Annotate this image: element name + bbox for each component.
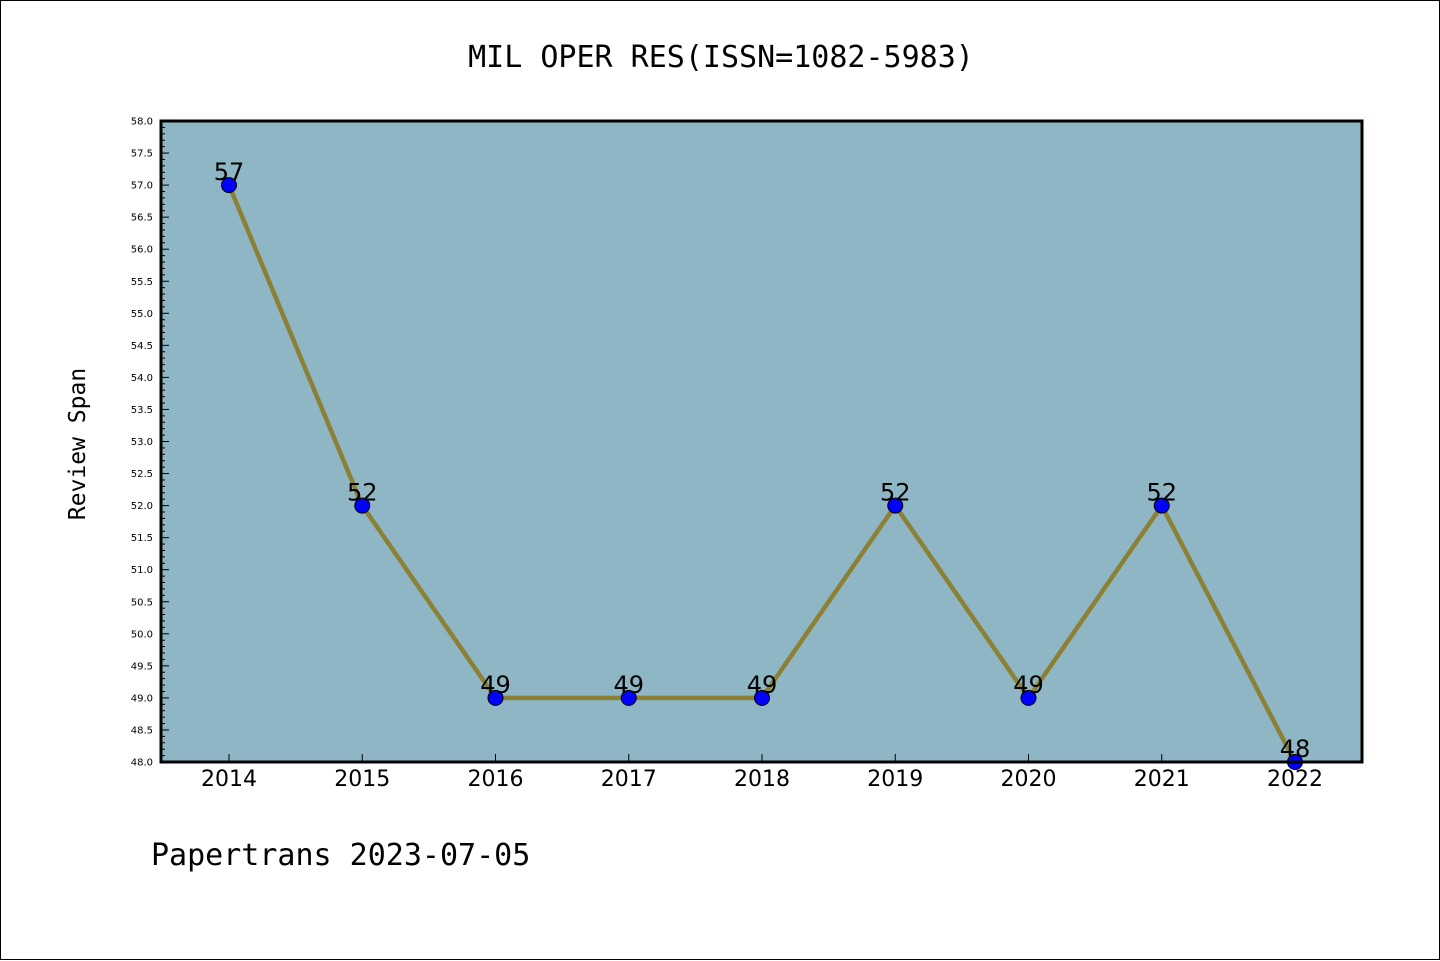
y-tick-label: 53.5 <box>131 405 153 416</box>
y-tick-label: 54.5 <box>131 341 153 352</box>
y-tick-label: 58.0 <box>131 117 153 128</box>
x-tick-label: 2021 <box>1134 767 1190 792</box>
data-label: 52 <box>880 479 911 507</box>
y-tick-label: 55.5 <box>131 277 153 288</box>
y-tick-label: 57.5 <box>131 149 153 160</box>
y-tick-label: 49.5 <box>131 661 153 672</box>
y-tick-label: 52.0 <box>131 501 153 512</box>
y-tick-label: 57.0 <box>131 181 153 192</box>
data-point <box>887 497 904 514</box>
x-tick-label: 2019 <box>867 767 923 792</box>
data-label: 52 <box>347 479 378 507</box>
y-tick-label: 48.0 <box>131 758 153 769</box>
x-tick-label: 2016 <box>468 767 524 792</box>
data-labels: 57 52 49 49 49 52 49 52 48 <box>214 158 1311 763</box>
x-tick-label: 2014 <box>201 767 257 792</box>
y-tick-label: 56.5 <box>131 213 153 224</box>
y-tick-label: 54.0 <box>131 373 153 384</box>
y-axis-label: Review Span <box>65 368 91 520</box>
x-tick-label: 2022 <box>1267 767 1323 792</box>
y-tick-label: 51.0 <box>131 565 153 576</box>
data-label: 52 <box>1146 479 1177 507</box>
y-tick-label: 56.0 <box>131 245 153 256</box>
x-tick-label: 2015 <box>334 767 390 792</box>
plot-border <box>159 119 1364 764</box>
data-label: 49 <box>613 671 644 699</box>
data-point <box>620 689 637 706</box>
y-tick-label: 50.5 <box>131 597 153 608</box>
y-axis: 48.0 48.5 49.0 49.5 50.0 50.5 51.0 51.5 52.0 52.5… <box>131 117 169 769</box>
footer-text: Papertrans 2023-07-05 <box>151 838 530 873</box>
data-label: 49 <box>747 671 778 699</box>
data-label: 48 <box>1280 735 1311 763</box>
data-point <box>221 177 237 194</box>
y-tick-label: 48.5 <box>131 725 153 736</box>
x-tick-label: 2020 <box>1001 767 1057 792</box>
data-label: 57 <box>214 158 245 186</box>
data-point <box>754 689 770 706</box>
data-point <box>1153 497 1170 514</box>
plot-area <box>161 121 1362 762</box>
data-point <box>1020 689 1037 706</box>
data-label: 49 <box>480 671 511 699</box>
x-tick-label: 2018 <box>734 767 790 792</box>
y-tick-label: 52.5 <box>131 469 153 480</box>
data-point <box>354 497 371 514</box>
data-label: 49 <box>1013 671 1044 699</box>
x-tick-label: 2017 <box>601 767 657 792</box>
y-tick-label: 49.0 <box>131 693 153 704</box>
y-tick-label: 53.0 <box>131 437 153 448</box>
y-tick-label: 51.5 <box>131 533 153 544</box>
chart-title: MIL OPER RES(ISSN=1082-5983) <box>468 40 974 75</box>
x-axis: 2014 2015 2016 2017 2018 2019 2020 2021 2022 <box>201 754 1323 792</box>
y-tick-label: 55.0 <box>131 309 153 320</box>
data-point <box>487 689 504 706</box>
y-tick-label: 50.0 <box>131 629 153 640</box>
